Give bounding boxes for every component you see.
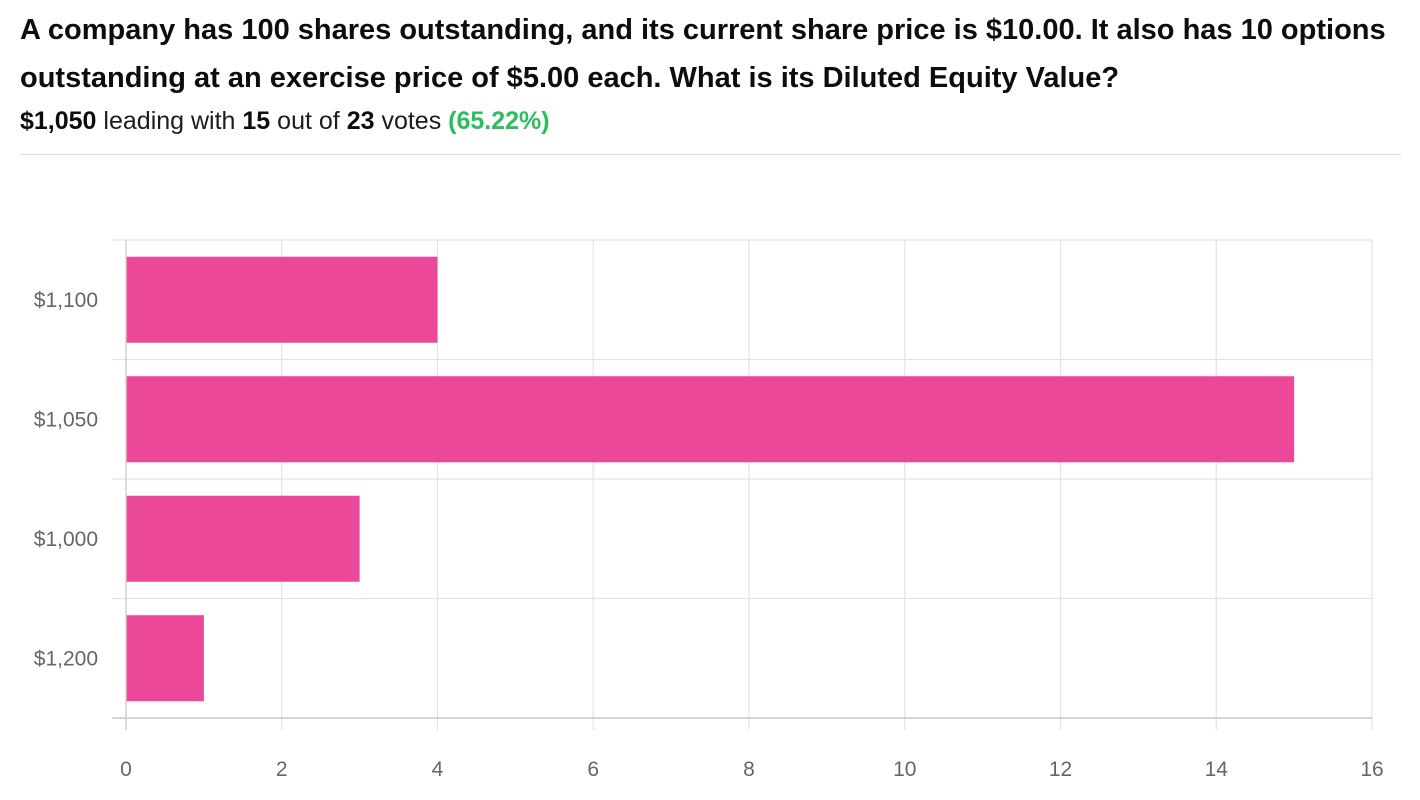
votes-text: votes [381,107,442,135]
bar-3 [126,495,360,582]
chart-bars [126,256,1295,702]
bar-4 [126,615,204,702]
chart-grid [112,239,1373,730]
y-tick-label: $1,000 [34,528,98,551]
chart-tick-labels: 0 2 4 6 8 10 12 14 16 $1,100 $1,050 $1,000 $1,200 [34,289,1384,781]
x-tick-label: 12 [1049,758,1072,781]
leader-vote-count: 15 [242,107,271,135]
chart-axes [112,240,1372,730]
leading-answer: $1,050 [20,107,97,135]
out-of-text: out of [277,107,340,135]
leader-percentage: (65.22%) [448,107,550,135]
x-tick-label: 14 [1205,758,1229,781]
bar-2 [126,376,1295,463]
y-tick-label: $1,050 [34,408,98,431]
x-tick-label: 0 [120,758,132,781]
header-divider [20,154,1401,155]
x-tick-label: 8 [743,758,755,781]
y-tick-label: $1,100 [34,289,98,312]
x-tick-label: 10 [893,758,916,781]
poll-question: A company has 100 shares outstanding, an… [20,14,1386,94]
bar-1 [126,256,438,343]
x-tick-label: 6 [587,758,599,781]
y-tick-label: $1,200 [34,647,98,670]
x-tick-label: 16 [1360,758,1383,781]
x-tick-label: 2 [276,758,288,781]
leading-with-text: leading with [103,107,236,135]
x-tick-label: 4 [432,758,444,781]
poll-header: A company has 100 shares outstanding, an… [20,6,1400,138]
poll-summary: $1,050 leading with 15 out of 23 votes (… [20,104,1400,138]
total-vote-count: 23 [346,107,375,135]
